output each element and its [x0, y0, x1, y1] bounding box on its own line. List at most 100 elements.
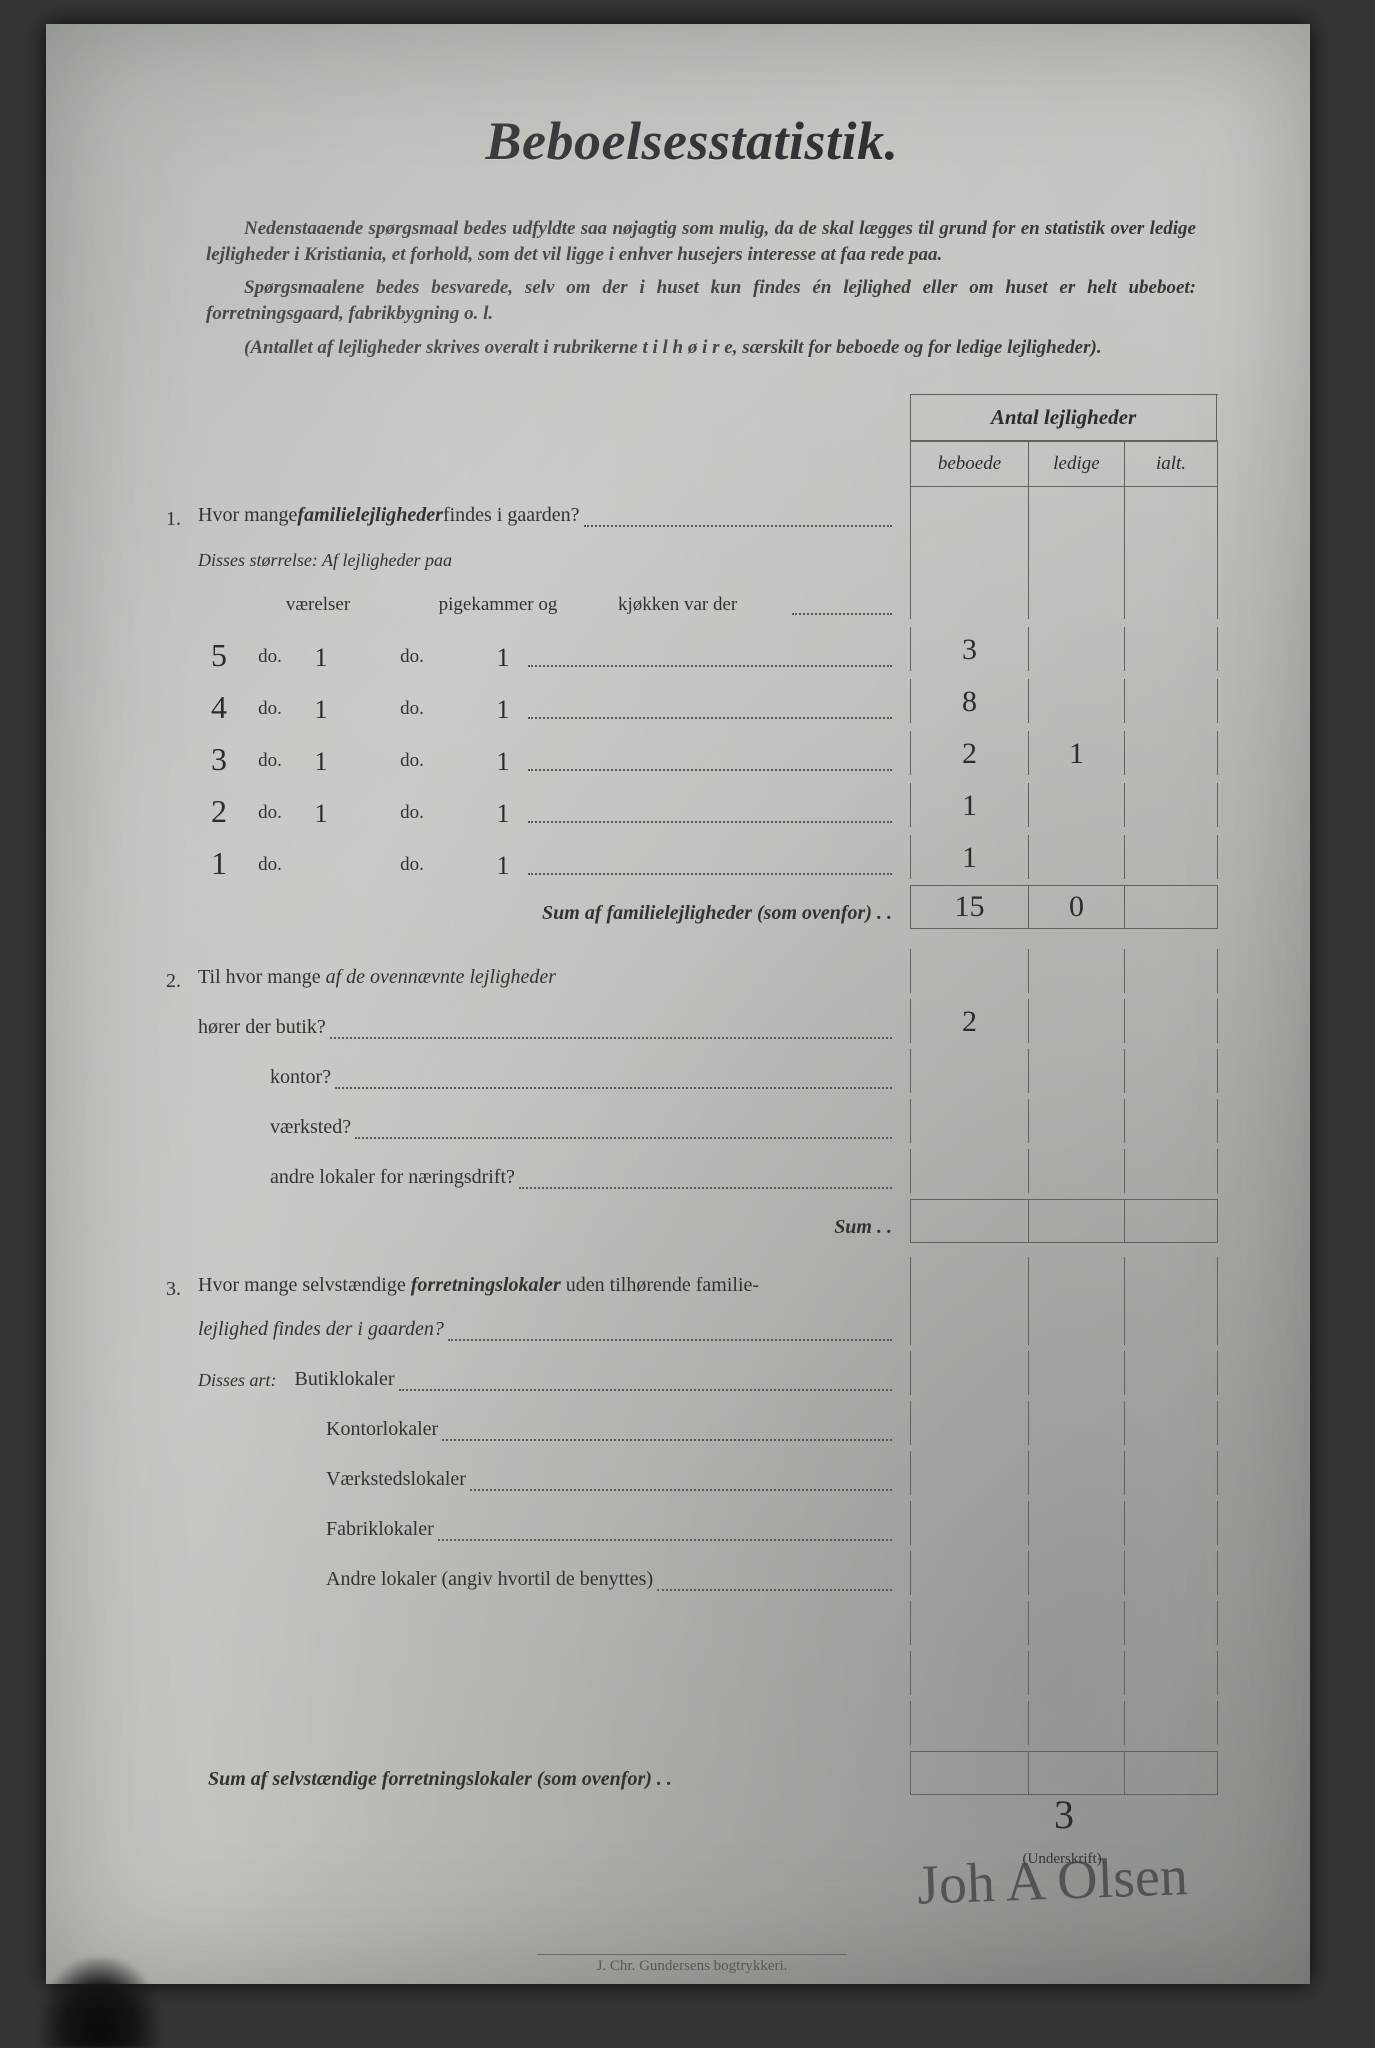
q2-sum-label: Sum . .	[198, 1212, 910, 1243]
intro-text-2: Spørgsmaalene bedes besvarede, selv om d…	[206, 277, 1196, 324]
q1-kjokken-value: 1	[482, 645, 524, 671]
q1-cell-led	[1028, 487, 1124, 531]
q2-cell-ialt	[1124, 1099, 1218, 1143]
q2-item-label: værksted?	[270, 1112, 351, 1143]
q1-cell-ledige	[1028, 783, 1124, 827]
q1-cell-beb	[910, 487, 1028, 531]
scanned-form-page: Beboelsesstatistik. Nedenstaaende spørgs…	[46, 24, 1310, 1984]
do-label: do.	[240, 642, 300, 671]
q3-cell-ledige	[1028, 1401, 1124, 1445]
q3-text-b: forretningslokaler	[411, 1274, 561, 1296]
q3-cell-ledige	[1028, 1501, 1124, 1545]
q1-text-b: familielejligheder	[297, 500, 443, 531]
q1-sub: Disses størrelse: Af lejligheder paa	[198, 547, 910, 575]
q2-cell-ledige	[1028, 1149, 1124, 1193]
q1-cell-beboede: 8	[910, 679, 1028, 723]
q3-item-label: Andre lokaler (angiv hvortil de benyttes…	[326, 1564, 653, 1595]
q1-sum-row: Sum af familielejligheder (som ovenfor) …	[166, 879, 1218, 929]
q3-item-label: Butiklokaler	[295, 1364, 395, 1395]
q1-pigekammer-value: 1	[300, 697, 342, 723]
q2-cell-ialt	[1124, 999, 1218, 1043]
do-label: do.	[240, 746, 300, 775]
q3-item-row: Værkstedslokaler	[166, 1445, 1218, 1495]
q1-row: 1. Hvor mange familielejligheder findes …	[166, 487, 1218, 531]
q1-text-c: findes i gaarden?	[443, 500, 580, 531]
q1-vaerelser-value: 3	[198, 743, 240, 775]
col-header-beboede: beboede	[910, 442, 1028, 486]
q3-cell-ledige	[1028, 1551, 1124, 1595]
q2-text-b: af de ovennævnte lejligheder	[326, 966, 556, 988]
q1-cell-ialt	[1124, 679, 1218, 723]
q1-sum-beb: 15	[910, 885, 1028, 929]
q2-item-row: kontor?	[166, 1043, 1218, 1093]
q2-cell-ialt	[1124, 1149, 1218, 1193]
colhead-vaerelser: værelser	[258, 590, 378, 619]
q1-cell-beboede: 1	[910, 783, 1028, 827]
q2-cell-ialt	[1124, 1049, 1218, 1093]
q1-cell-beboede: 2	[910, 731, 1028, 775]
q3-cell-ledige	[1028, 1351, 1124, 1395]
q3-cell-ledige	[1028, 1451, 1124, 1495]
q1-pigekammer-value: 1	[300, 749, 342, 775]
intro-text-1: Nedenstaaende spørgsmaal bedes udfyldte …	[206, 218, 1196, 265]
q2-sum-row: Sum . .	[166, 1193, 1218, 1243]
intro-paragraph-1: Nedenstaaende spørgsmaal bedes udfyldte …	[206, 216, 1196, 267]
q1-cell-ialt	[1124, 731, 1218, 775]
q2-item-row: værksted?	[166, 1093, 1218, 1143]
colhead-kjokken: kjøkken var der	[618, 590, 788, 619]
q2-number: 2.	[166, 962, 198, 993]
q2-item-label: hører der butik?	[198, 1012, 326, 1043]
q1-vaerelser-value: 1	[198, 847, 240, 879]
q1-text-a: Hvor mange	[198, 500, 297, 531]
q1-cell-ialt	[1124, 835, 1218, 879]
printer-credit: J. Chr. Gundersens bogtrykkeri.	[537, 1954, 847, 1975]
q3-cell-ialt	[1124, 1451, 1218, 1495]
q3-sum-label: Sum af selvstændige forretningslokaler (…	[198, 1764, 910, 1795]
q2-item-row: andre lokaler for næringsdrift?	[166, 1143, 1218, 1193]
q2-cell-beboede	[910, 1099, 1028, 1143]
q1-cell-beboede: 1	[910, 835, 1028, 879]
q1-sum-ialt	[1124, 885, 1218, 929]
do-label: do.	[240, 798, 300, 827]
q1-cell-ledige: 1	[1028, 731, 1124, 775]
q3-cell-beboede	[910, 1451, 1028, 1495]
q3-item-label: Fabriklokaler	[326, 1514, 434, 1545]
grid-header-antal: Antal lejligheder	[910, 395, 1217, 440]
q1-kjokken-value: 1	[482, 853, 524, 879]
q3-item-label: Kontorlokaler	[326, 1414, 438, 1445]
q3-item-row: Disses art: Butiklokaler	[166, 1345, 1218, 1395]
blank-row	[166, 1595, 1218, 1645]
intro-text-3: (Antallet af lejligheder skrives overalt…	[244, 337, 1102, 358]
q1-data-row: 2 do. 1 do. 1 1	[166, 775, 1218, 827]
q1-pigekammer-value: 1	[300, 645, 342, 671]
q3-item-row: Andre lokaler (angiv hvortil de benyttes…	[166, 1545, 1218, 1595]
colhead-pigekammer: pigekammer og	[418, 590, 578, 619]
do-label: do.	[342, 746, 482, 775]
q3-text-a: Hvor mange selvstændige	[198, 1274, 411, 1296]
q1-data-row: 3 do. 1 do. 1 2 1	[166, 723, 1218, 775]
q3-cell-ialt	[1124, 1551, 1218, 1595]
q1-cell-ledige	[1028, 627, 1124, 671]
q2-cell-beboede: 2	[910, 999, 1028, 1043]
grid-header-row-cols: beboede ledige ialt.	[166, 441, 1218, 487]
do-label: do.	[342, 850, 482, 879]
q1-kjokken-value: 1	[482, 749, 524, 775]
q1-vaerelser-value: 2	[198, 795, 240, 827]
intro-paragraph-2: Spørgsmaalene bedes besvarede, selv om d…	[206, 275, 1196, 326]
q3-cell-ialt	[1124, 1401, 1218, 1445]
q1-vaerelser-value: 4	[198, 691, 240, 723]
q1-kjokken-value: 1	[482, 801, 524, 827]
q3-cell-beboede	[910, 1351, 1028, 1395]
col-header-ledige: ledige	[1028, 442, 1124, 486]
q1-data-row: 4 do. 1 do. 1 8	[166, 671, 1218, 723]
q3-item-row: Kontorlokaler	[166, 1395, 1218, 1445]
grid-header-row-top: Antal lejligheder	[166, 394, 1218, 441]
q3-cell-ialt	[1124, 1501, 1218, 1545]
q1-pigekammer-value: 1	[300, 801, 342, 827]
signature-value: 3	[910, 1795, 1218, 1835]
blank-row	[166, 1695, 1218, 1745]
q1-data-row: 5 do. 1 do. 1 3	[166, 619, 1218, 671]
q1-sub-row: Disses størrelse: Af lejligheder paa	[166, 531, 1218, 575]
do-label: do.	[342, 642, 482, 671]
q3-cell-beboede	[910, 1551, 1028, 1595]
